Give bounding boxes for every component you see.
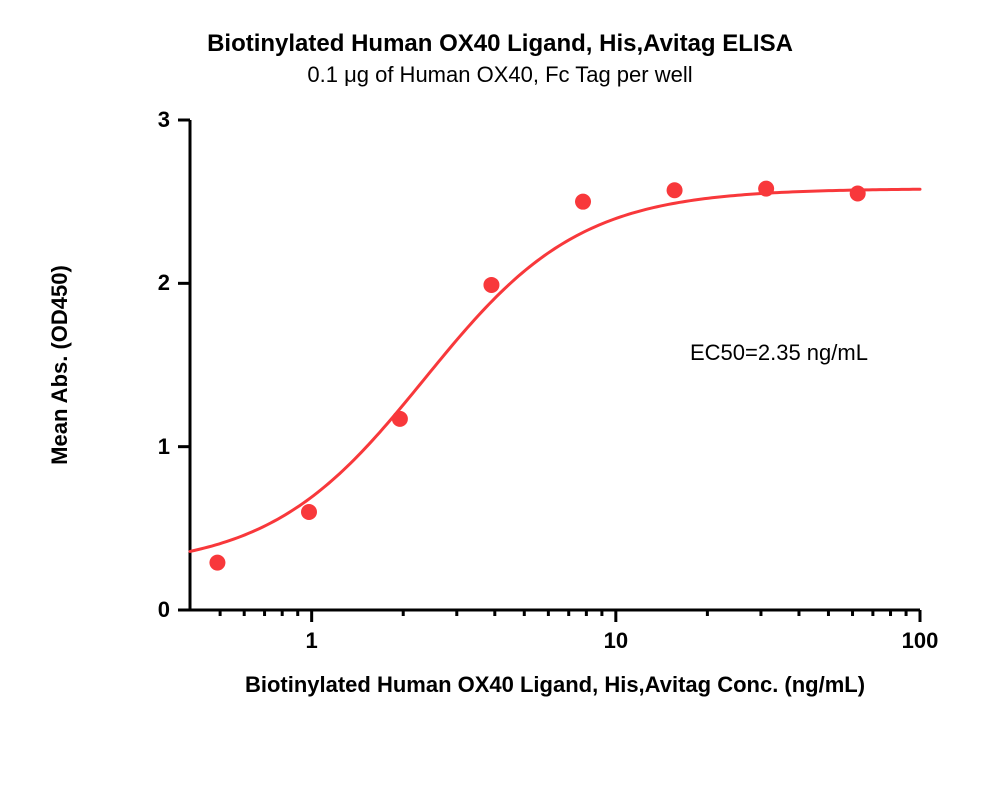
y-tick-label: 1: [158, 434, 170, 460]
y-axis-label: Mean Abs. (OD450): [47, 265, 73, 465]
x-tick-label: 100: [900, 628, 940, 654]
x-tick-label: 10: [596, 628, 636, 654]
chart-container: Biotinylated Human OX40 Ligand, His,Avit…: [0, 0, 1000, 791]
x-tick-label: 1: [292, 628, 332, 654]
ec50-annotation: EC50=2.35 ng/mL: [690, 340, 868, 366]
y-tick-label: 0: [158, 597, 170, 623]
y-tick-label: 2: [158, 270, 170, 296]
x-axis-label: Biotinylated Human OX40 Ligand, His,Avit…: [245, 672, 865, 698]
y-tick-label: 3: [158, 107, 170, 133]
